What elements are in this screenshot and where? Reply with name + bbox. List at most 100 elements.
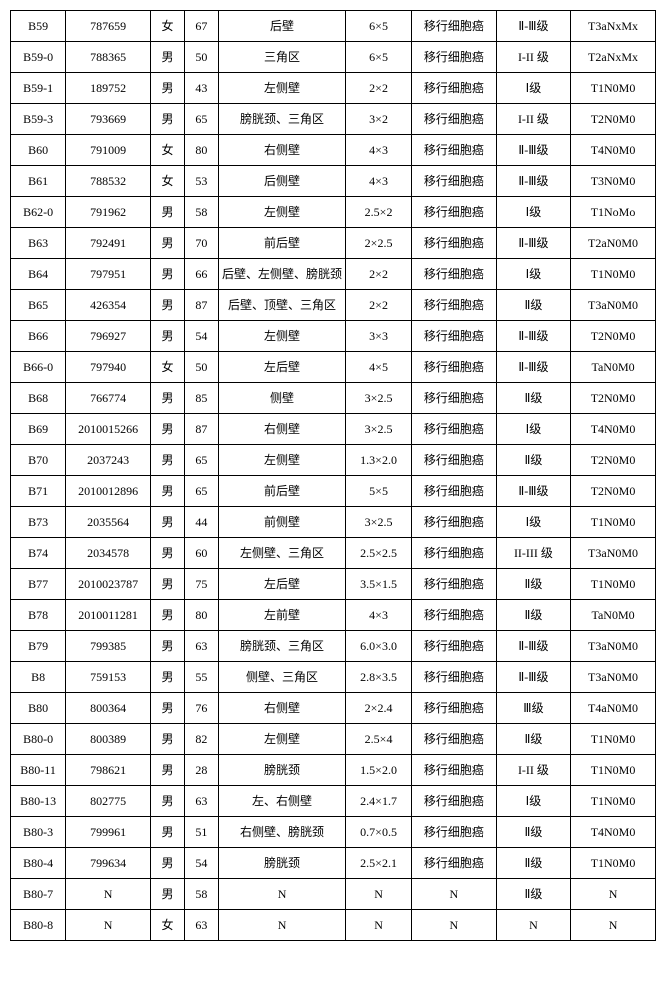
table-cell: B8 (11, 662, 66, 693)
table-cell: 2×2.4 (346, 693, 412, 724)
table-cell: 侧壁 (218, 383, 345, 414)
table-cell: 2×2 (346, 259, 412, 290)
table-cell: Ⅲ级 (496, 693, 570, 724)
table-cell: Ⅱ级 (496, 290, 570, 321)
table-cell: B64 (11, 259, 66, 290)
table-cell: T2N0M0 (571, 445, 656, 476)
table-cell: 85 (184, 383, 218, 414)
table-cell: 移行细胞癌 (411, 662, 496, 693)
table-cell: 男 (151, 600, 185, 631)
table-cell: Ⅱ级 (496, 879, 570, 910)
table-cell: N (66, 879, 151, 910)
table-row: B80-8N女63NNNNN (11, 910, 656, 941)
table-row: B59-0788365男50三角区6×5移行细胞癌I-II 级T2aNxMx (11, 42, 656, 73)
table-cell: 4×3 (346, 166, 412, 197)
table-cell: I-II 级 (496, 104, 570, 135)
table-cell: N (411, 879, 496, 910)
table-cell: 男 (151, 817, 185, 848)
table-cell: Ⅱ级 (496, 817, 570, 848)
table-cell: 87 (184, 290, 218, 321)
table-row: B80-0800389男82左侧壁2.5×4移行细胞癌Ⅱ级T1N0M0 (11, 724, 656, 755)
table-cell: N (411, 910, 496, 941)
table-cell: 58 (184, 879, 218, 910)
table-cell: 男 (151, 383, 185, 414)
table-cell: TaN0M0 (571, 352, 656, 383)
table-cell: B80-7 (11, 879, 66, 910)
table-cell: N (571, 879, 656, 910)
table-cell: 788532 (66, 166, 151, 197)
table-cell: 70 (184, 228, 218, 259)
table-cell: 793669 (66, 104, 151, 135)
table-cell: B66 (11, 321, 66, 352)
table-cell: 左侧壁 (218, 724, 345, 755)
table-cell: Ⅱ-Ⅲ级 (496, 11, 570, 42)
table-row: B79799385男63膀胱颈、三角区6.0×3.0移行细胞癌Ⅱ-Ⅲ级T3aN0… (11, 631, 656, 662)
table-cell: 53 (184, 166, 218, 197)
table-cell: 左侧壁 (218, 73, 345, 104)
table-cell: Ⅱ-Ⅲ级 (496, 321, 570, 352)
table-cell: 移行细胞癌 (411, 290, 496, 321)
table-cell: 43 (184, 73, 218, 104)
table-cell: 788365 (66, 42, 151, 73)
table-cell: T2N0M0 (571, 104, 656, 135)
table-row: B80800364男76右侧壁2×2.4移行细胞癌Ⅲ级T4aN0M0 (11, 693, 656, 724)
table-cell: 28 (184, 755, 218, 786)
table-cell: B61 (11, 166, 66, 197)
table-cell: 移行细胞癌 (411, 73, 496, 104)
table-cell: 男 (151, 73, 185, 104)
table-cell: 男 (151, 414, 185, 445)
table-cell: 4×3 (346, 600, 412, 631)
table-cell: 80 (184, 600, 218, 631)
table-cell: B80-8 (11, 910, 66, 941)
table-cell: 63 (184, 910, 218, 941)
table-cell: 移行细胞癌 (411, 848, 496, 879)
table-cell: 男 (151, 104, 185, 135)
table-cell: Ⅱ-Ⅲ级 (496, 135, 570, 166)
table-cell: 67 (184, 11, 218, 42)
table-cell: 左后壁 (218, 352, 345, 383)
table-cell: 791009 (66, 135, 151, 166)
table-cell: N (571, 910, 656, 941)
table-cell: 膀胱颈、三角区 (218, 631, 345, 662)
table-cell: T4aN0M0 (571, 693, 656, 724)
table-cell: 移行细胞癌 (411, 42, 496, 73)
table-cell: 左侧壁 (218, 197, 345, 228)
table-row: B68766774男85侧壁3×2.5移行细胞癌Ⅱ级T2N0M0 (11, 383, 656, 414)
table-cell: 82 (184, 724, 218, 755)
table-cell: 2.5×4 (346, 724, 412, 755)
table-row: B80-4799634男54膀胱颈2.5×2.1移行细胞癌Ⅱ级T1N0M0 (11, 848, 656, 879)
table-cell: B71 (11, 476, 66, 507)
table-cell: Ⅰ级 (496, 414, 570, 445)
table-cell: 60 (184, 538, 218, 569)
table-cell: B60 (11, 135, 66, 166)
table-cell: B80-3 (11, 817, 66, 848)
table-cell: N (346, 879, 412, 910)
table-cell: 75 (184, 569, 218, 600)
table-cell: 前侧壁 (218, 507, 345, 538)
table-cell: 5×5 (346, 476, 412, 507)
data-table: B59787659女67后壁6×5移行细胞癌Ⅱ-Ⅲ级T3aNxMxB59-078… (10, 10, 656, 941)
table-cell: 3×2.5 (346, 507, 412, 538)
table-cell: 6×5 (346, 42, 412, 73)
table-cell: 三角区 (218, 42, 345, 73)
table-row: B62-0791962男58左侧壁2.5×2移行细胞癌Ⅰ级T1NoMo (11, 197, 656, 228)
table-cell: 802775 (66, 786, 151, 817)
table-cell: 移行细胞癌 (411, 259, 496, 290)
table-cell: 3×2 (346, 104, 412, 135)
table-cell: T4N0M0 (571, 414, 656, 445)
table-cell: 799961 (66, 817, 151, 848)
table-cell: 男 (151, 538, 185, 569)
table-cell: 后壁、左侧壁、膀胱颈 (218, 259, 345, 290)
table-cell: 6×5 (346, 11, 412, 42)
table-cell: 男 (151, 755, 185, 786)
table-cell: B62-0 (11, 197, 66, 228)
table-cell: 移行细胞癌 (411, 817, 496, 848)
table-row: B59787659女67后壁6×5移行细胞癌Ⅱ-Ⅲ级T3aNxMx (11, 11, 656, 42)
table-cell: 女 (151, 11, 185, 42)
table-cell: N (346, 910, 412, 941)
table-cell: 移行细胞癌 (411, 786, 496, 817)
table-cell: I-II 级 (496, 755, 570, 786)
table-cell: T3aN0M0 (571, 538, 656, 569)
table-cell: 移行细胞癌 (411, 631, 496, 662)
table-row: B61788532女53后侧壁4×3移行细胞癌Ⅱ-Ⅲ级T3N0M0 (11, 166, 656, 197)
